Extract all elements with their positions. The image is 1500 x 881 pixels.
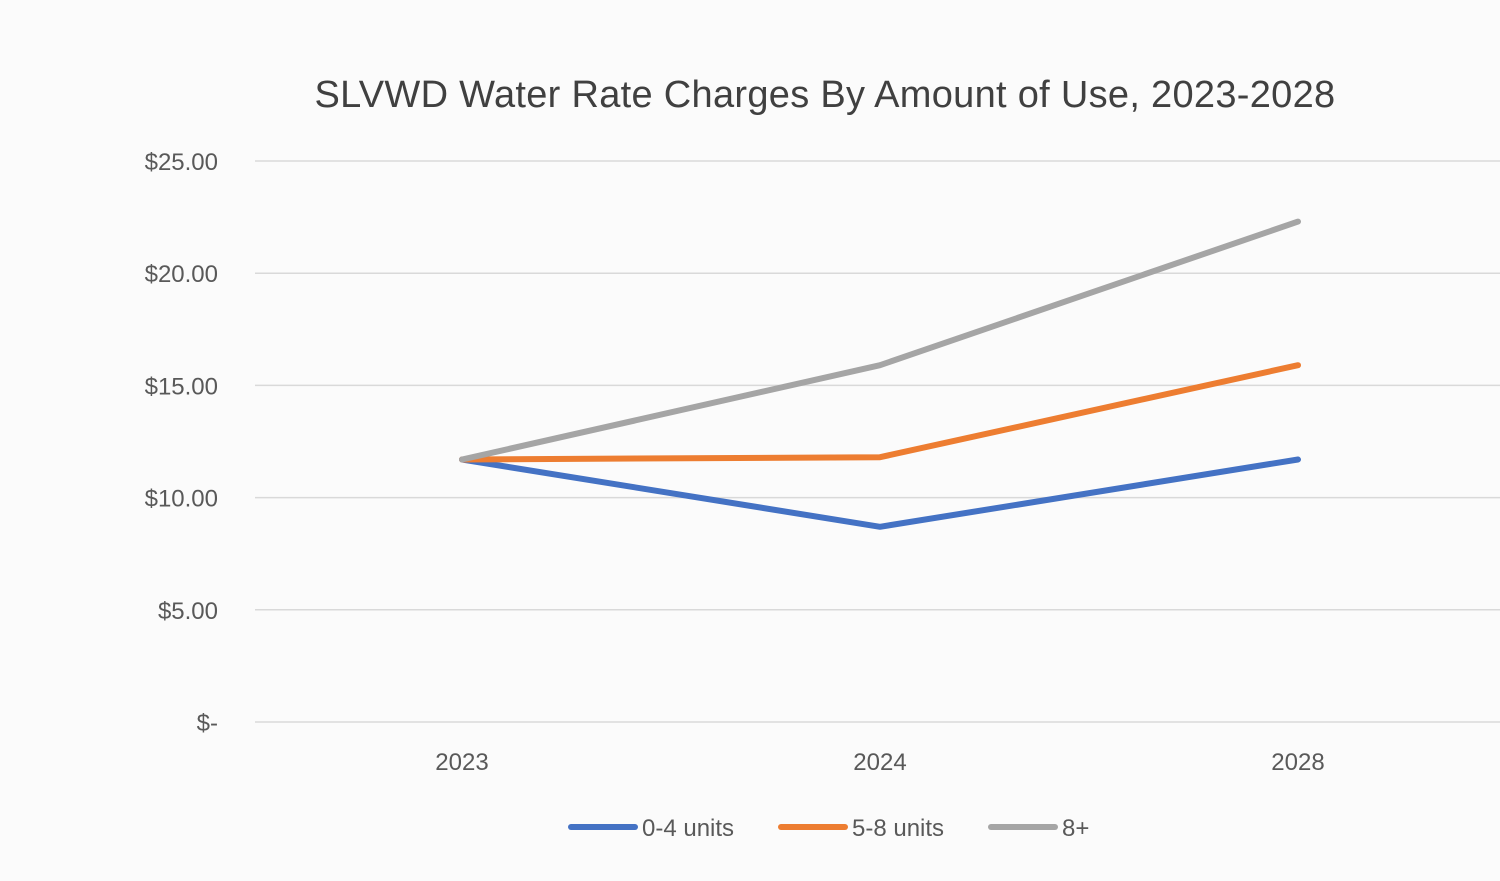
y-tick-label: $-: [197, 710, 218, 737]
y-tick-label: $10.00: [145, 486, 218, 513]
gridlines: [255, 160, 1500, 723]
y-tick-label: $20.00: [145, 261, 218, 288]
y-tick-label: $15.00: [145, 373, 218, 400]
series-line-1: [459, 456, 1301, 530]
series-lines: [459, 218, 1301, 530]
x-tick-label: 2028: [1271, 749, 1324, 776]
legend: 0-4 units 5-8 units 8+: [568, 815, 1089, 842]
x-axis-tick-labels: 2023 2024 2028: [435, 749, 1324, 776]
legend-label: 8+: [1062, 815, 1089, 842]
series-line-2: [459, 362, 1301, 463]
y-tick-label: $25.00: [145, 149, 218, 176]
series-line-3: [459, 218, 1301, 463]
legend-label: 0-4 units: [642, 815, 734, 842]
y-axis-tick-labels: $- $5.00 $10.00 $15.00 $20.00 $25.00: [145, 149, 218, 737]
x-tick-label: 2023: [435, 749, 488, 776]
chart-title: SLVWD Water Rate Charges By Amount of Us…: [315, 74, 1336, 116]
x-tick-label: 2024: [853, 749, 906, 776]
legend-label: 5-8 units: [852, 815, 944, 842]
y-tick-label: $5.00: [158, 598, 218, 625]
